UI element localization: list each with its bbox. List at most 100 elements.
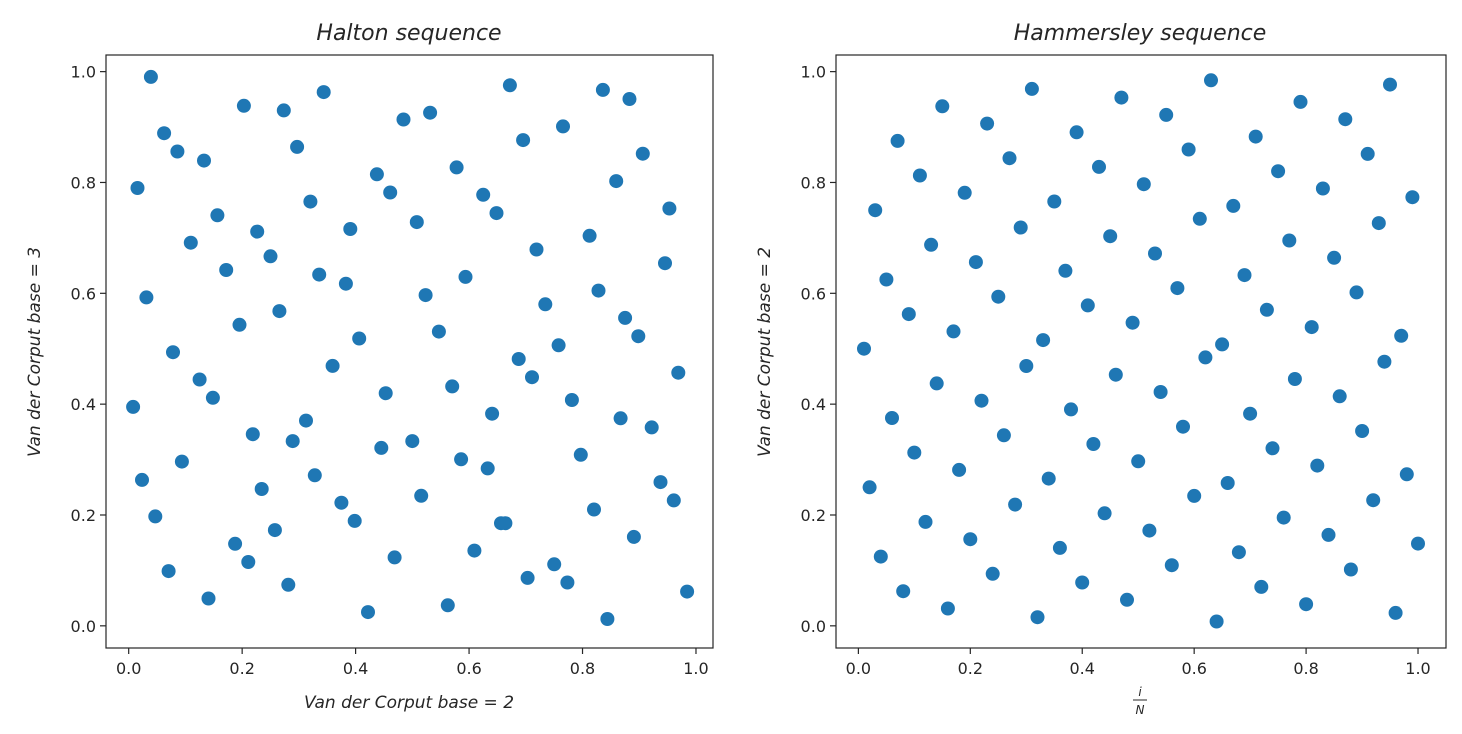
halton-point bbox=[285, 434, 300, 449]
hammersley-point bbox=[862, 480, 877, 495]
halton-title: Halton sequence bbox=[316, 21, 501, 46]
hammersley-point bbox=[1254, 579, 1269, 594]
hammersley-x-label: i N bbox=[1133, 685, 1147, 717]
halton-point bbox=[378, 386, 393, 401]
halton-point bbox=[449, 160, 464, 175]
hammersley-point bbox=[963, 532, 978, 547]
halton-point bbox=[644, 420, 659, 435]
hammersley-point bbox=[980, 116, 995, 131]
halton-point bbox=[307, 468, 322, 483]
hammersley-point bbox=[940, 601, 955, 616]
hammersley-y-tick-label: 1.0 bbox=[801, 63, 826, 82]
hammersley-point bbox=[1131, 454, 1146, 469]
halton-point bbox=[290, 139, 305, 154]
hammersley-point bbox=[1187, 488, 1202, 503]
halton-x-tick-label: 0.0 bbox=[116, 659, 141, 678]
hammersley-point bbox=[1120, 592, 1134, 607]
halton-x-ticks: 0.0 0.2 0.4 0.6 0.8 1.0 bbox=[116, 648, 709, 678]
hammersley-point bbox=[924, 237, 939, 252]
halton-point bbox=[157, 126, 172, 141]
hammersley-point bbox=[1125, 315, 1140, 330]
halton-point bbox=[374, 440, 389, 455]
hammersley-axes-frame bbox=[835, 54, 1447, 649]
hammersley-point bbox=[1159, 107, 1174, 122]
halton-point bbox=[263, 249, 278, 264]
hammersley-point bbox=[1310, 458, 1325, 473]
halton-point bbox=[352, 331, 367, 346]
halton-x-label: Van der Corput base = 2 bbox=[304, 693, 514, 713]
halton-point bbox=[219, 263, 234, 277]
halton-point bbox=[387, 550, 402, 565]
halton-x-tick-label: 0.2 bbox=[229, 659, 254, 678]
hammersley-point bbox=[957, 185, 972, 200]
halton-point bbox=[232, 317, 247, 332]
halton-point bbox=[267, 523, 282, 538]
halton-y-tick-label: 1.0 bbox=[71, 63, 96, 82]
halton-points bbox=[126, 69, 695, 626]
hammersley-x-tick-label: 0.2 bbox=[958, 659, 983, 678]
halton-chart: Halton sequence 0.0 0.2 0.4 0.6 0.8 1.0 0.00.… bbox=[25, 21, 714, 713]
hammersley-point bbox=[1399, 467, 1414, 482]
hammersley-point bbox=[1377, 354, 1392, 369]
hammersley-point bbox=[1148, 246, 1162, 261]
halton-point bbox=[148, 509, 163, 524]
hammersley-point bbox=[1136, 177, 1151, 192]
halton-point bbox=[560, 575, 575, 590]
hammersley-point bbox=[1338, 112, 1353, 127]
halton-point bbox=[143, 69, 158, 84]
hammersley-point bbox=[907, 445, 922, 460]
hammersley-point bbox=[885, 411, 899, 425]
halton-point bbox=[166, 345, 180, 360]
hammersley-point bbox=[1388, 605, 1403, 620]
halton-point bbox=[312, 267, 327, 282]
halton-point bbox=[480, 461, 495, 476]
hammersley-point bbox=[935, 99, 950, 114]
hammersley-point bbox=[1142, 523, 1157, 538]
hammersley-point bbox=[1192, 211, 1207, 226]
hammersley-point bbox=[1103, 229, 1118, 244]
halton-x-tick-label: 0.4 bbox=[343, 659, 368, 678]
halton-point bbox=[347, 513, 362, 528]
halton-point bbox=[600, 612, 615, 626]
halton-point bbox=[409, 215, 424, 230]
hammersley-point bbox=[1383, 77, 1397, 92]
hammersley-point bbox=[896, 584, 911, 599]
halton-point bbox=[520, 570, 535, 585]
halton-point bbox=[405, 434, 420, 449]
halton-point bbox=[467, 543, 482, 558]
halton-point bbox=[547, 557, 562, 572]
hammersley-point bbox=[1209, 614, 1224, 629]
halton-point bbox=[414, 488, 429, 503]
hammersley-point bbox=[1176, 419, 1190, 434]
hammersley-y-tick-label: 0.8 bbox=[801, 173, 826, 192]
halton-point bbox=[210, 208, 225, 223]
halton-point bbox=[241, 555, 256, 569]
hammersley-point bbox=[857, 341, 871, 356]
hammersley-point bbox=[1114, 90, 1129, 105]
halton-point bbox=[671, 365, 686, 380]
hammersley-point bbox=[1075, 575, 1090, 590]
halton-point bbox=[564, 393, 579, 407]
hammersley-point bbox=[991, 289, 1006, 304]
hammersley-point bbox=[1287, 372, 1302, 386]
hammersley-point bbox=[918, 514, 933, 529]
halton-point bbox=[228, 536, 243, 551]
halton-point bbox=[516, 133, 531, 148]
hammersley-point bbox=[1080, 298, 1095, 313]
hammersley-x-tick-label: 0.0 bbox=[846, 659, 871, 678]
hammersley-point bbox=[974, 393, 989, 408]
hammersley-point bbox=[1349, 285, 1364, 300]
hammersley-point bbox=[1164, 558, 1179, 573]
hammersley-points bbox=[857, 73, 1425, 629]
hammersley-x-tick-label: 1.0 bbox=[1405, 659, 1430, 678]
hammersley-point bbox=[1008, 497, 1023, 512]
hammersley-point bbox=[929, 376, 944, 391]
halton-point bbox=[183, 235, 198, 250]
hammersley-point bbox=[901, 307, 916, 322]
halton-y-label: Van der Corput base = 3 bbox=[25, 247, 45, 457]
halton-point bbox=[201, 591, 216, 606]
halton-point bbox=[502, 78, 517, 93]
hammersley-point bbox=[1327, 250, 1342, 265]
halton-point bbox=[192, 372, 207, 387]
hammersley-point bbox=[1086, 437, 1101, 451]
